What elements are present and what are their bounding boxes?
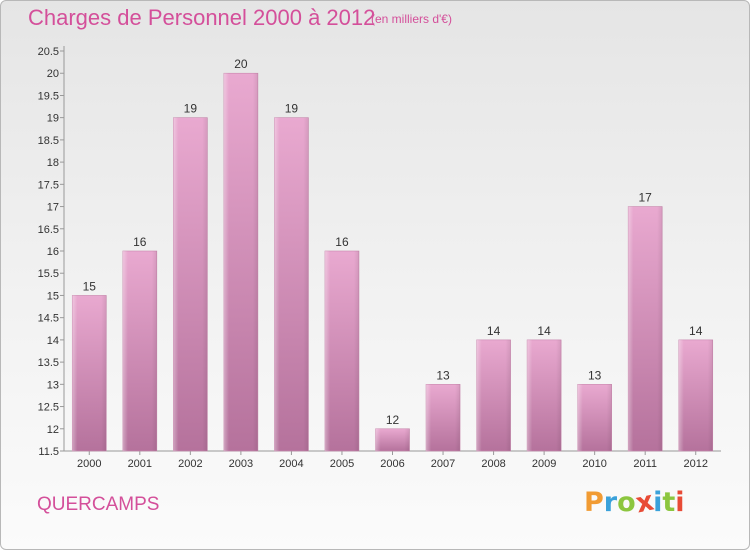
y-tick-label: 15 [47, 290, 59, 302]
bar-shading [274, 117, 309, 452]
data-label: 20 [234, 57, 248, 71]
y-tick-label: 14.5 [38, 313, 59, 325]
y-tick-label: 14 [47, 335, 59, 347]
bar-shading [324, 251, 359, 451]
x-tick-label: 2000 [77, 458, 101, 470]
data-label: 16 [133, 235, 147, 249]
x-tick-label: 2012 [683, 458, 707, 470]
data-label: 14 [689, 324, 703, 338]
y-tick-label: 18.5 [38, 135, 59, 147]
x-tick-label: 2010 [582, 458, 606, 470]
data-label: 19 [184, 102, 198, 116]
y-tick-label: 20 [47, 68, 59, 80]
x-tick-label: 2001 [128, 458, 152, 470]
data-label: 15 [83, 279, 97, 293]
y-tick-label: 11.5 [38, 446, 59, 458]
logo-letter: i [675, 487, 685, 518]
data-label: 14 [537, 324, 551, 338]
logo-letter: o [617, 487, 636, 518]
logo-letter: i [653, 487, 663, 518]
logo-letter: r [603, 487, 618, 518]
y-tick-label: 19.5 [38, 90, 59, 102]
data-label: 17 [639, 191, 653, 205]
bar-shading [577, 384, 612, 451]
bars [71, 72, 714, 452]
commune-name: QUERCAMPS [37, 494, 160, 515]
bar-shading [173, 117, 208, 452]
chart-unit: (en milliers d'€) [371, 12, 452, 26]
y-tick-label: 17 [47, 202, 59, 214]
bar-shading [72, 295, 107, 451]
logo-letter: P [584, 487, 604, 518]
labels: 15 16 19 20 19 16 12 13 14 14 13 17 14 [83, 57, 703, 427]
data-label: 13 [436, 368, 450, 382]
y-tick-label: 12.5 [38, 402, 59, 414]
y-tick-label: 18 [47, 157, 59, 169]
y-tick-label: 13.5 [38, 357, 59, 369]
data-label: 19 [285, 102, 299, 116]
y-tick-label: 16.5 [38, 224, 59, 236]
x-tick-label: 2006 [380, 458, 404, 470]
x-tick-label: 2009 [532, 458, 556, 470]
x-tick-label: 2008 [481, 458, 505, 470]
chart-title: Charges de Personnel 2000 à 2012 [28, 5, 376, 30]
x-tick-label: 2005 [330, 458, 354, 470]
data-label: 14 [487, 324, 501, 338]
y-tick-label: 13 [47, 379, 59, 391]
y-tick-label: 19 [47, 113, 59, 125]
bar-shading [122, 251, 157, 451]
x-tick-label: 2011 [633, 458, 657, 470]
bar-shading [476, 339, 511, 451]
bar-shading [628, 206, 663, 451]
data-label: 12 [386, 413, 400, 427]
x-tick-label: 2007 [431, 458, 455, 470]
x-tick-label: 2002 [178, 458, 202, 470]
bar-shading [375, 428, 410, 451]
bar-shading [527, 339, 562, 451]
data-label: 16 [335, 235, 349, 249]
x-tick-label: 2003 [229, 458, 253, 470]
bar-shading [426, 384, 461, 451]
bar-shading [678, 339, 713, 451]
y-tick-label: 16 [47, 246, 59, 258]
axes: 11.5 12 12.5 13 13.5 14 14.5 15 15.5 16 16.5 17 17.5… [38, 46, 721, 470]
data-label: 13 [588, 368, 602, 382]
y-tick-label: 20.5 [38, 46, 59, 58]
proxiti-logo: Proxiti [584, 486, 685, 520]
y-tick-label: 15.5 [38, 268, 59, 280]
bar-shading [223, 73, 258, 451]
y-tick-label: 12 [47, 424, 59, 436]
x-tick-label: 2004 [279, 458, 303, 470]
y-tick-label: 17.5 [38, 179, 59, 191]
logo-letter: t [662, 487, 676, 518]
